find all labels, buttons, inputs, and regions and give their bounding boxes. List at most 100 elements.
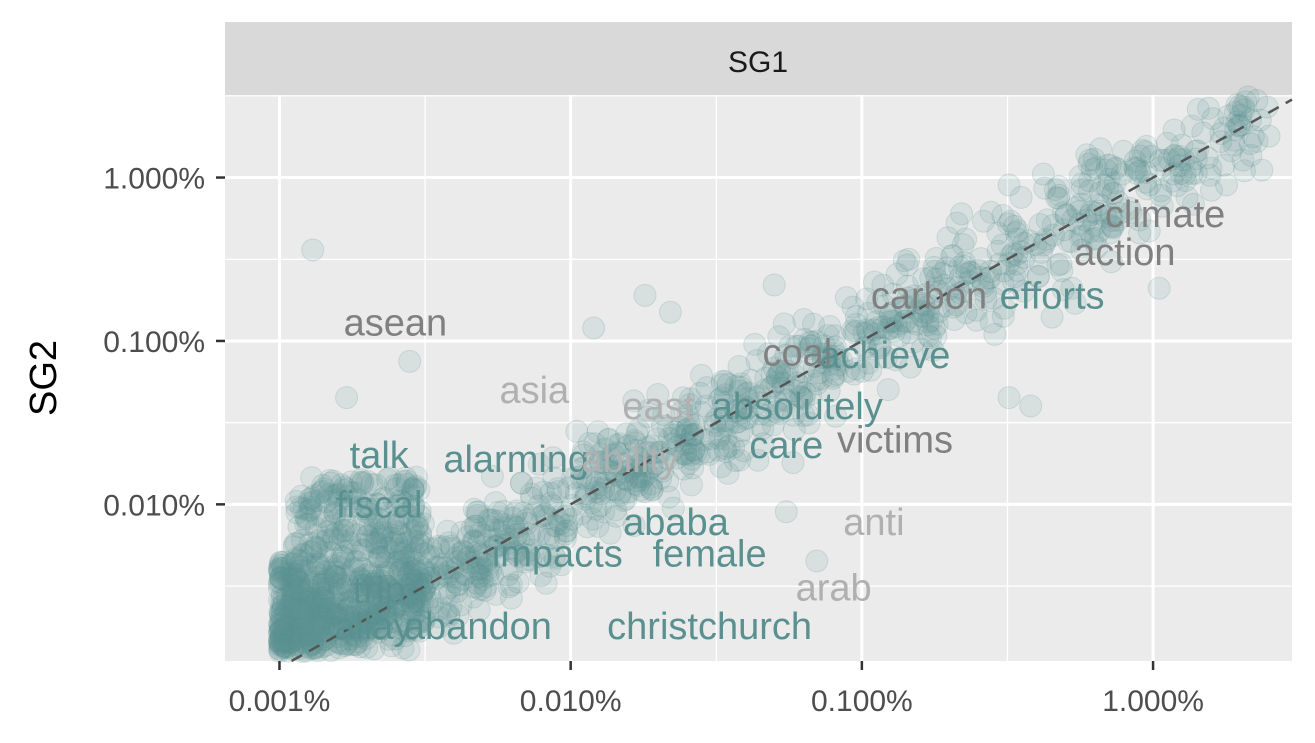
- data-point: [1068, 165, 1092, 188]
- data-point: [969, 247, 993, 271]
- data-point: [1083, 226, 1107, 250]
- data-point: [344, 632, 368, 656]
- data-point: [321, 595, 345, 619]
- data-point: [299, 498, 323, 522]
- data-point: [301, 615, 325, 639]
- data-point: [901, 330, 925, 354]
- data-point: [377, 627, 401, 651]
- data-point: [1070, 178, 1094, 202]
- data-point: [713, 383, 737, 407]
- data-point: [316, 608, 340, 631]
- data-point: [299, 574, 323, 598]
- data-point: [467, 543, 491, 567]
- data-point: [546, 477, 570, 501]
- data-point: [564, 482, 588, 506]
- data-point: [711, 393, 735, 417]
- data-point: [972, 209, 995, 233]
- data-point: [1137, 219, 1161, 243]
- data-point: [291, 614, 315, 638]
- data-point: [325, 492, 349, 516]
- data-point: [299, 632, 323, 656]
- data-point: [652, 403, 676, 427]
- data-point: [293, 613, 317, 637]
- data-point: [1180, 162, 1204, 186]
- data-point: [743, 332, 767, 356]
- data-point: [368, 547, 392, 571]
- data-point: [948, 255, 971, 279]
- data-point: [1084, 156, 1108, 180]
- data-point: [328, 528, 352, 552]
- data-point: [352, 583, 376, 607]
- data-point: [424, 555, 448, 579]
- data-point: [1060, 230, 1084, 254]
- data-point: [368, 596, 392, 620]
- data-point: [275, 629, 299, 652]
- data-point: [1078, 148, 1102, 172]
- data-point: [290, 596, 314, 620]
- data-point: [782, 379, 806, 402]
- data-point: [1047, 183, 1071, 207]
- data-point: [330, 544, 354, 568]
- data-point: [327, 578, 351, 602]
- data-point: [333, 540, 356, 564]
- data-point: [291, 549, 315, 573]
- data-point: [417, 561, 440, 585]
- data-point: [393, 502, 417, 526]
- data-point: [1089, 137, 1112, 161]
- data-point: [529, 564, 553, 588]
- data-point: [331, 587, 354, 611]
- data-point: [268, 621, 291, 645]
- data-point: [347, 594, 370, 618]
- data-point: [1175, 185, 1199, 209]
- data-point: [505, 522, 529, 546]
- data-point: [607, 442, 631, 466]
- data-point: [409, 534, 433, 557]
- data-point: [1052, 218, 1076, 242]
- data-point: [448, 542, 472, 566]
- data-point: [884, 348, 908, 372]
- data-point: [285, 495, 309, 519]
- data-point: [297, 491, 321, 515]
- data-point: [640, 477, 664, 501]
- data-point: [997, 173, 1021, 197]
- data-point: [856, 320, 880, 344]
- data-point: [941, 295, 965, 319]
- data-point: [615, 422, 638, 446]
- data-point: [384, 477, 408, 501]
- data-point: [269, 625, 293, 649]
- data-point: [802, 312, 825, 336]
- data-point: [1082, 213, 1106, 237]
- data-point: [345, 549, 369, 573]
- data-point: [327, 488, 351, 512]
- data-point: [650, 414, 674, 438]
- data-point: [1197, 96, 1220, 120]
- data-point: [936, 226, 960, 250]
- data-point: [876, 378, 900, 402]
- data-point: [269, 565, 293, 589]
- data-point: [679, 443, 703, 467]
- data-point: [398, 546, 422, 569]
- data-point: [866, 291, 890, 315]
- data-point: [622, 514, 646, 537]
- word-label: action: [1074, 232, 1175, 274]
- data-point: [307, 591, 331, 615]
- data-point: [284, 566, 308, 590]
- data-point: [285, 626, 309, 650]
- data-point: [844, 319, 868, 343]
- data-point: [716, 372, 740, 396]
- data-point: [408, 504, 432, 528]
- data-point: [306, 552, 330, 576]
- data-point: [446, 572, 470, 596]
- data-point: [468, 521, 492, 545]
- data-point: [888, 312, 912, 336]
- data-point: [368, 507, 392, 531]
- data-point: [1231, 95, 1255, 119]
- data-point: [402, 494, 426, 518]
- data-point: [555, 519, 578, 543]
- data-point: [527, 494, 551, 518]
- data-point: [281, 552, 305, 575]
- data-point: [1098, 153, 1122, 177]
- data-point: [316, 520, 340, 543]
- data-point: [381, 579, 405, 603]
- data-point: [639, 475, 663, 499]
